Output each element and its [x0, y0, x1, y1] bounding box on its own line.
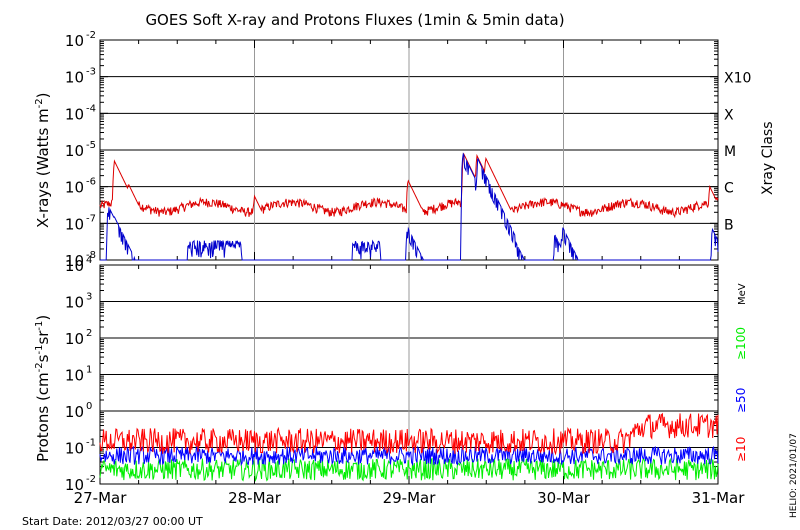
protons-tick-label: 10: [65, 440, 84, 458]
chart-title: GOES Soft X-ray and Protons Fluxes (1min…: [145, 11, 564, 29]
xray-long-series: [99, 152, 719, 219]
x-tick-label: 27-Mar: [74, 489, 128, 507]
xray-tick-label: 10: [65, 215, 84, 233]
x-axis: 27-Mar 28-Mar 29-Mar 30-Mar 31-Mar: [74, 489, 746, 507]
xray-y-axis-label: X-rays (Watts m-2): [34, 93, 52, 228]
xray-frame: [99, 39, 719, 261]
protons-legend-label: ≥100: [734, 327, 748, 360]
xray-y-axis-exponent: -2: [34, 98, 45, 108]
protons-y-axis-exponent: -1: [34, 321, 45, 331]
xray-tick-exponent: -2: [86, 30, 96, 41]
xray-short-series: [100, 152, 719, 261]
xray-tick-label: 10: [65, 252, 84, 270]
xray-class-axis-title: Xray Class: [760, 122, 776, 196]
x-tick-label: 31-Mar: [692, 489, 746, 507]
start-date-label: Start Date: 2012/03/27 00:00 UT: [22, 515, 203, 528]
protons-y-axis-exponent: -1: [34, 345, 45, 355]
xray-tick-exponent: -3: [86, 67, 96, 78]
x-tick-label: 28-Mar: [228, 489, 282, 507]
xray-class-label: X10: [724, 71, 751, 87]
protons-unit-label: MeV: [737, 283, 748, 305]
xray-tick-exponent: -6: [86, 177, 96, 188]
protons-tick-label: 10: [65, 330, 84, 348]
protons-tick-label: 10: [65, 294, 84, 312]
protons-series-0: [99, 412, 719, 456]
protons-tick-exponent: 3: [86, 292, 92, 303]
protons-tick-exponent: 4: [86, 255, 92, 266]
protons-tick-exponent: 0: [86, 401, 92, 412]
protons-tick-exponent: -2: [86, 474, 96, 485]
protons-y-axis-label: Protons (cm-2s-1sr-1): [34, 315, 52, 462]
xray-class-label: X: [724, 107, 734, 123]
xray-tick-label: 10: [65, 142, 84, 160]
xray-tick-exponent: -7: [86, 213, 96, 224]
xray-y-axis-close: ): [34, 93, 52, 99]
xray-tick-exponent: -4: [86, 103, 96, 114]
xray-tick-label: 10: [65, 179, 84, 197]
protons-tick-label: 10: [65, 257, 84, 275]
protons-tick-label: 10: [65, 476, 84, 494]
xray-class-label: B: [724, 217, 734, 233]
xray-tick-label: 10: [65, 69, 84, 87]
xray-tick-exponent: -8: [86, 250, 96, 261]
protons-legend-label: ≥10: [734, 437, 748, 462]
xray-tick-label: 10: [65, 32, 84, 50]
xray-tick-exponent: -5: [86, 140, 96, 151]
protons-tick-label: 10: [65, 403, 84, 421]
protons-tick-exponent: 2: [86, 328, 92, 339]
xray-panel: 10-810-710-610-510-410-310 -2X-rays (Watt…: [34, 30, 776, 270]
protons-y-axis-mid: sr: [34, 330, 52, 345]
protons-tick-label: 10: [65, 367, 84, 385]
xray-tick-label: 10: [65, 105, 84, 123]
protons-legend-label: ≥50: [734, 388, 748, 413]
protons-y-axis-close: ): [34, 315, 52, 321]
x-tick-label: 29-Mar: [383, 489, 437, 507]
protons-tick-exponent: 1: [86, 365, 92, 376]
protons-tick-exponent: -1: [86, 438, 96, 449]
protons-series-1: [99, 445, 719, 467]
protons-series-2: [99, 457, 719, 482]
credit-label: HELIO: 2021/01/07: [789, 433, 799, 518]
protons-y-axis-mid: s: [34, 354, 52, 362]
xray-class-label: M: [724, 144, 736, 160]
x-tick-label: 30-Mar: [537, 489, 591, 507]
xray-class-label: C: [724, 181, 734, 197]
protons-y-axis-exponent: -2: [34, 362, 45, 372]
